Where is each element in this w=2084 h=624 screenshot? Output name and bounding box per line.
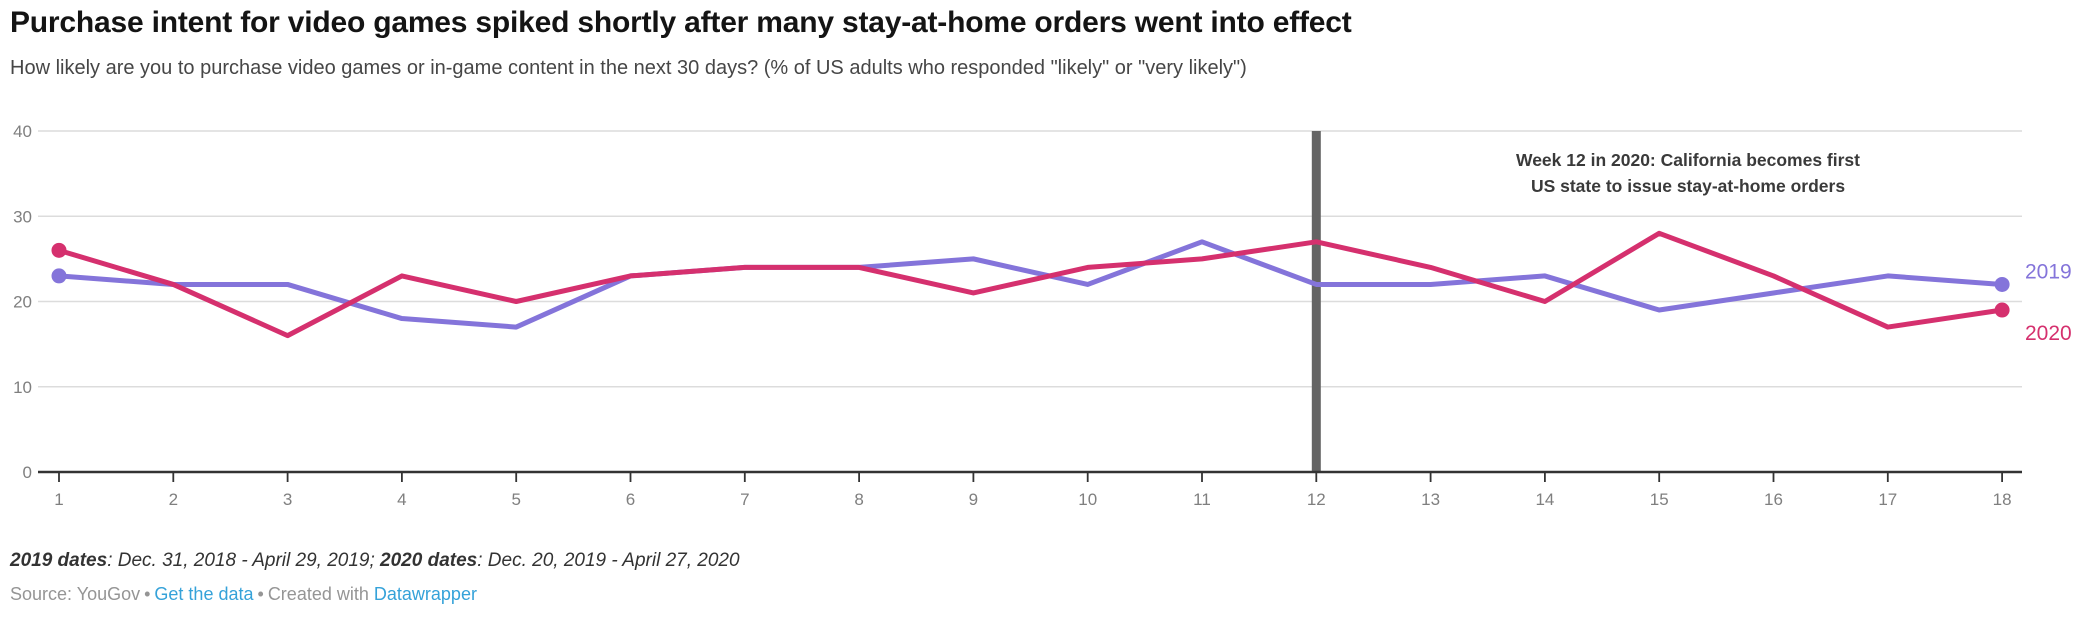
note-2019-dates-range: : Dec. 31, 2018 - April 29, 2019; xyxy=(107,550,381,571)
chart-subtitle: How likely are you to purchase video gam… xyxy=(10,57,1247,79)
x-axis-tick-label: 15 xyxy=(1650,490,1669,509)
note-2020-dates-range: : Dec. 20, 2019 - April 27, 2020 xyxy=(477,550,740,571)
series-end-dot-2020[interactable] xyxy=(1994,302,2010,318)
separator-dot: • xyxy=(144,584,151,604)
source-byline: Source: YouGov • Get the data • Created with… xyxy=(10,584,477,605)
annotation-line-2: US state to issue stay-at-home orders xyxy=(1531,176,1845,196)
x-axis-tick-label: 7 xyxy=(740,490,749,509)
y-axis-tick-label: 20 xyxy=(13,293,32,312)
x-axis-tick-label: 18 xyxy=(1993,490,2012,509)
x-axis-tick-label: 2 xyxy=(169,490,178,509)
y-axis-tick-label: 30 xyxy=(13,207,32,226)
series-start-dot-2020[interactable] xyxy=(51,242,67,258)
chart-notes: 2019 dates: Dec. 31, 2018 - April 29, 20… xyxy=(10,550,740,572)
page-title: Purchase intent for video games spiked s… xyxy=(10,6,1352,39)
series-line-2019[interactable] xyxy=(56,239,2005,330)
series-label-2020: 2020 xyxy=(2025,322,2072,345)
get-the-data-link[interactable]: Get the data xyxy=(154,584,254,604)
x-axis-tick-label: 4 xyxy=(397,490,406,509)
event-marker-bar xyxy=(1311,131,1321,472)
y-axis-tick-label: 40 xyxy=(13,122,32,141)
series-line-2020[interactable] xyxy=(56,230,2005,339)
x-axis-tick-label: 17 xyxy=(1878,490,1897,509)
note-2019-dates-label: 2019 dates xyxy=(10,550,108,571)
x-axis-tick-label: 5 xyxy=(511,490,520,509)
x-axis-tick-label: 1 xyxy=(54,490,63,509)
series-end-dot-2019[interactable] xyxy=(1994,276,2010,292)
x-axis-tick-label: 6 xyxy=(626,490,635,509)
x-axis-tick-label: 8 xyxy=(854,490,863,509)
x-axis-tick-label: 9 xyxy=(969,490,978,509)
x-axis-tick-label: 16 xyxy=(1764,490,1783,509)
datawrapper-link[interactable]: Datawrapper xyxy=(373,584,477,604)
x-axis-tick-label: 11 xyxy=(1193,490,1211,509)
y-axis-tick-label: 10 xyxy=(13,378,32,397)
x-axis-tick-label: 10 xyxy=(1078,490,1097,509)
annotation-line-1: Week 12 in 2020: California becomes firs… xyxy=(1516,150,1860,170)
x-axis-tick-label: 3 xyxy=(283,490,292,509)
separator-dot: • xyxy=(257,584,264,604)
note-2020-dates-label: 2020 dates xyxy=(380,550,478,571)
x-axis-tick-label: 12 xyxy=(1307,490,1326,509)
series-label-2019: 2019 xyxy=(2025,260,2072,283)
source-label: Source: YouGov xyxy=(10,584,141,604)
created-with-label: Created with xyxy=(267,584,369,604)
x-axis-tick-label: 14 xyxy=(1535,490,1554,509)
series-start-dot-2019[interactable] xyxy=(51,268,67,284)
y-axis-tick-label: 0 xyxy=(23,463,32,482)
x-axis-tick-label: 13 xyxy=(1421,490,1440,509)
